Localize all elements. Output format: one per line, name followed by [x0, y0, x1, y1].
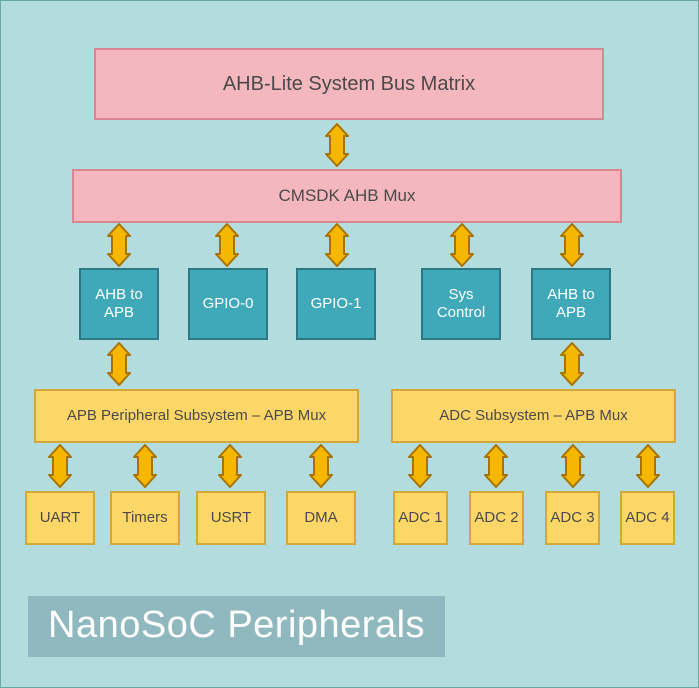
node-label: Sys Control [423, 286, 499, 322]
node-label: UART [40, 509, 81, 527]
connector-arrow [106, 222, 132, 268]
node-label: ADC 4 [625, 509, 669, 527]
title-text: NanoSoC Peripherals [48, 604, 425, 646]
connector-arrow [559, 222, 585, 268]
node-adc3: ADC 3 [545, 491, 600, 545]
connector-arrow [560, 443, 586, 489]
connector-arrow [47, 443, 73, 489]
connector-arrow [106, 341, 132, 387]
node-sysctrl: Sys Control [421, 268, 501, 340]
node-adc4: ADC 4 [620, 491, 675, 545]
node-dma: DMA [286, 491, 356, 545]
node-adc2: ADC 2 [469, 491, 524, 545]
connector-arrow [214, 222, 240, 268]
node-label: ADC 1 [398, 509, 442, 527]
connector-arrow [559, 341, 585, 387]
node-label: APB Peripheral Subsystem – APB Mux [67, 407, 326, 425]
connector-arrow [449, 222, 475, 268]
node-label: DMA [304, 509, 337, 527]
node-bus-matrix: AHB-Lite System Bus Matrix [94, 48, 604, 120]
node-ahb-apb-left: AHB to APB [79, 268, 159, 340]
diagram-canvas: AHB-Lite System Bus Matrix CMSDK AHB Mux… [0, 0, 699, 688]
node-apb-subsystem: APB Peripheral Subsystem – APB Mux [34, 389, 359, 443]
node-adc1: ADC 1 [393, 491, 448, 545]
node-label: GPIO-1 [311, 295, 362, 313]
node-label: Timers [122, 509, 167, 527]
node-label: USRT [211, 509, 252, 527]
connector-arrow [308, 443, 334, 489]
node-label: AHB to APB [533, 286, 609, 322]
node-label: GPIO-0 [203, 295, 254, 313]
node-gpio0: GPIO-0 [188, 268, 268, 340]
node-ahb-apb-right: AHB to APB [531, 268, 611, 340]
diagram-title: NanoSoC Peripherals [28, 596, 445, 657]
node-label: AHB-Lite System Bus Matrix [223, 72, 475, 96]
node-uart: UART [25, 491, 95, 545]
node-gpio1: GPIO-1 [296, 268, 376, 340]
node-usrt: USRT [196, 491, 266, 545]
node-label: ADC 2 [474, 509, 518, 527]
connector-arrow [132, 443, 158, 489]
node-timers: Timers [110, 491, 180, 545]
node-label: AHB to APB [81, 286, 157, 322]
node-adc-subsystem: ADC Subsystem – APB Mux [391, 389, 676, 443]
connector-arrow [324, 122, 350, 168]
connector-arrow [635, 443, 661, 489]
node-label: ADC 3 [550, 509, 594, 527]
node-label: ADC Subsystem – APB Mux [439, 407, 627, 425]
connector-arrow [483, 443, 509, 489]
node-ahb-mux: CMSDK AHB Mux [72, 169, 622, 223]
connector-arrow [407, 443, 433, 489]
connector-arrow [217, 443, 243, 489]
node-label: CMSDK AHB Mux [279, 186, 416, 206]
connector-arrow [324, 222, 350, 268]
